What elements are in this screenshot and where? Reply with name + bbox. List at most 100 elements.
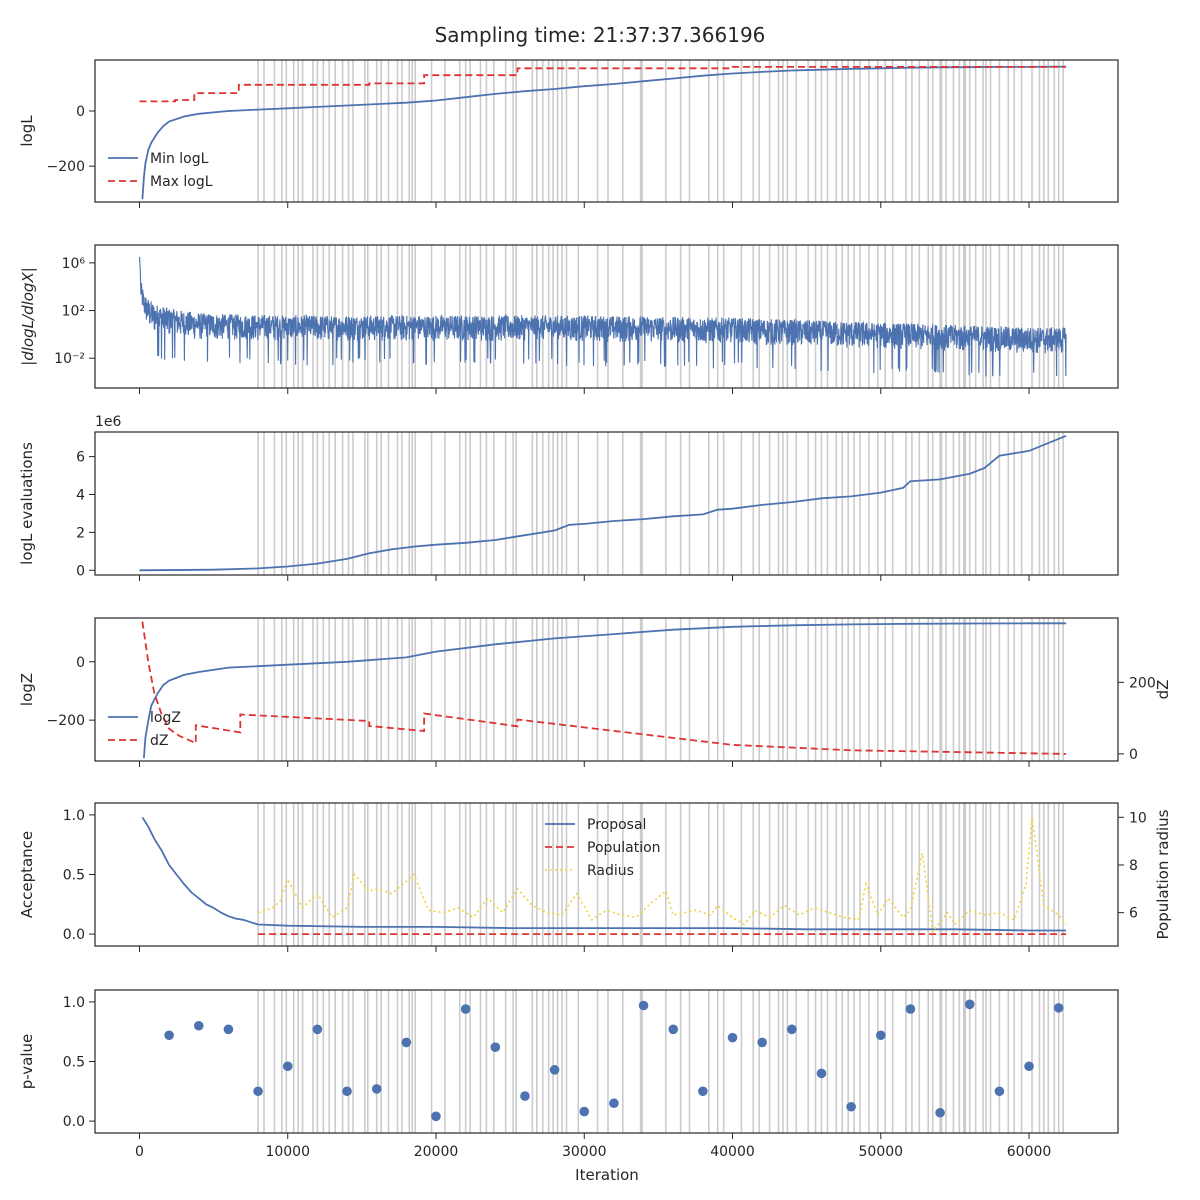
y-axis-label: p-value	[18, 1034, 36, 1090]
panel-acceptance: 0.0 0.5 1.0 6 8 10 Population radius Acceptance…	[18, 802, 1172, 952]
data-point	[787, 1024, 797, 1035]
y-tick-label: 0	[76, 104, 85, 120]
legend-label: Radius	[587, 863, 634, 879]
x-tick-label: 10000	[265, 1144, 310, 1160]
legend-label: logZ	[150, 710, 181, 726]
panel-pvalue: 0 10000 20000 30000 40000 50000 60000 0.0 0.5 1.0…	[18, 989, 1119, 1160]
legend-label: Proposal	[587, 817, 646, 833]
data-point	[668, 1024, 679, 1035]
y-tick-label-right: 200	[1129, 675, 1156, 691]
legend-label: Min logL	[150, 151, 209, 167]
series-line-radius	[257, 817, 1067, 934]
data-point	[964, 999, 975, 1010]
y-tick-label: 6	[76, 450, 85, 466]
panel-logL: −200 0 logL Min logL Max logL	[18, 59, 1119, 208]
figure-title: Sampling time: 21:37:37.366196	[435, 23, 766, 47]
data-point	[846, 1101, 856, 1112]
y-tick-label: 1.0	[63, 995, 85, 1011]
legend-label: Max logL	[150, 174, 213, 190]
y-axis-label-right: dZ	[1154, 680, 1172, 700]
series-line-series-0	[139, 434, 1067, 572]
panels-group: −200 0 logL Min logL Max logL 10⁻² 10² 10⁶ |dlog…	[18, 59, 1172, 1160]
series-line-min-logl	[141, 65, 1067, 200]
x-axis-label: Iteration	[575, 1166, 639, 1184]
axes-frame	[94, 59, 1119, 203]
series-line-dz	[141, 621, 1067, 755]
insertion-lines	[257, 618, 1064, 761]
y-tick-label: 0.5	[63, 868, 85, 884]
axes-frame	[94, 431, 1119, 576]
y-tick-label-right: 0	[1129, 747, 1138, 763]
offset-text: 1e6	[95, 414, 122, 430]
y-tick-label: 0	[76, 563, 85, 579]
data-point	[282, 1061, 293, 1072]
y-axis-label: Acceptance	[18, 831, 36, 918]
y-axis-label: logZ	[18, 673, 36, 706]
data-point	[164, 1030, 174, 1041]
series-line-max-logl	[139, 66, 1067, 103]
y-tick-label: 0.0	[63, 927, 85, 943]
insertion-lines	[257, 60, 1064, 202]
data-point	[905, 1004, 916, 1014]
y-tick-label-right: 8	[1129, 858, 1138, 874]
y-tick-label: −200	[47, 713, 85, 729]
data-point	[253, 1086, 263, 1097]
data-point	[935, 1107, 945, 1118]
y-tick-label: 0.0	[63, 1114, 85, 1130]
panel-evals: 0 2 4 6 1e6 logL evaluations	[18, 414, 1119, 581]
data-point	[520, 1091, 530, 1101]
x-tick-label: 50000	[859, 1144, 904, 1160]
data-point	[1053, 1003, 1064, 1013]
data-point	[549, 1065, 560, 1075]
y-tick-label: 10²	[62, 304, 85, 320]
data-point	[223, 1024, 234, 1035]
data-point	[193, 1020, 204, 1031]
y-axis-label-right: Population radius	[1154, 809, 1172, 939]
legend-label: dZ	[150, 733, 168, 749]
y-axis-label: logL	[18, 115, 36, 147]
data-point	[401, 1037, 412, 1048]
data-point	[875, 1030, 886, 1041]
y-tick-label: 10⁶	[62, 256, 86, 272]
x-tick-label: 20000	[414, 1144, 459, 1160]
axes-frame	[94, 244, 1119, 389]
data-point	[342, 1086, 352, 1097]
data-point	[460, 1004, 471, 1014]
data-point	[698, 1086, 708, 1097]
panel-dlogL: 10⁻² 10² 10⁶ |dlogL/dlogX|	[19, 244, 1119, 394]
data-point	[727, 1032, 738, 1043]
data-point	[994, 1086, 1005, 1097]
x-tick-label: 30000	[562, 1144, 607, 1160]
series-line-logz	[143, 622, 1067, 759]
insertion-lines	[257, 245, 1064, 388]
x-tick-label: 60000	[1007, 1144, 1052, 1160]
data-point	[638, 1000, 649, 1011]
x-tick-label: 40000	[710, 1144, 755, 1160]
insertion-lines	[257, 990, 1064, 1133]
y-axis-label: |dlogL/dlogX|	[19, 267, 37, 366]
data-point	[816, 1068, 827, 1079]
legend-label: Population	[587, 840, 661, 856]
y-tick-label: −200	[47, 159, 85, 175]
y-tick-label-right: 6	[1129, 906, 1138, 922]
insertion-lines	[257, 432, 1064, 575]
y-tick-label: 0	[76, 655, 85, 671]
series-line-proposal	[141, 816, 1067, 932]
y-tick-label: 2	[76, 525, 85, 541]
axes-frame	[94, 617, 1119, 762]
data-point	[609, 1098, 619, 1109]
data-point	[312, 1024, 323, 1035]
x-tick-label: 0	[135, 1144, 144, 1160]
y-tick-label: 4	[76, 488, 85, 504]
data-point	[431, 1111, 441, 1122]
y-tick-label: 0.5	[63, 1055, 85, 1071]
insertion-lines	[257, 803, 1064, 946]
data-point	[371, 1084, 382, 1094]
data-point	[579, 1106, 590, 1117]
y-axis-label: logL evaluations	[18, 442, 36, 565]
data-point	[757, 1037, 767, 1048]
series-line	[138, 256, 1067, 377]
y-tick-label-right: 10	[1129, 810, 1147, 826]
